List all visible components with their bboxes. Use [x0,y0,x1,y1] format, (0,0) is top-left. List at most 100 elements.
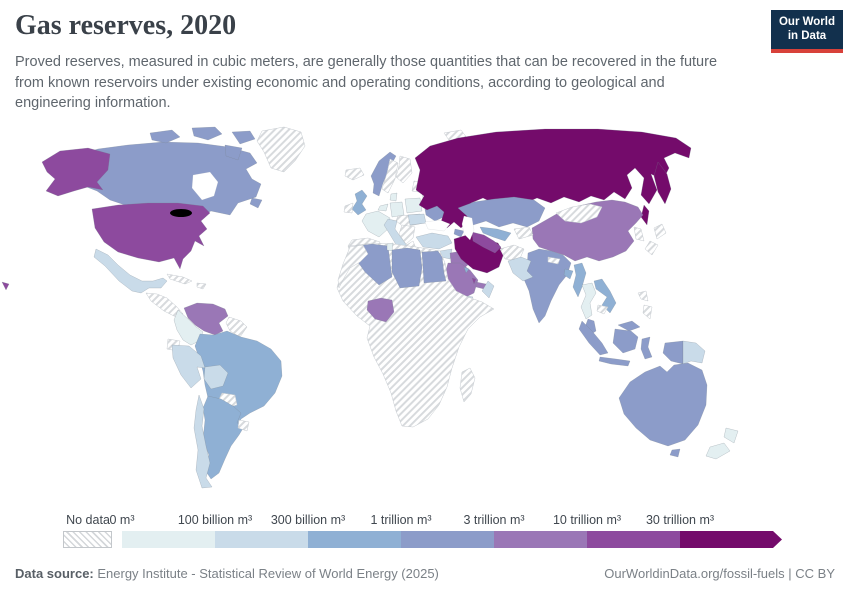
country-qatar[interactable] [471,277,477,285]
country-romania[interactable] [407,213,427,226]
country-indonesia-kalimantan[interactable] [612,328,639,354]
country-argentina[interactable] [202,395,246,480]
country-oman[interactable] [481,280,495,299]
legend-no-data-swatch[interactable] [63,531,112,548]
region-korea[interactable] [633,226,645,242]
country-indonesia-sulawesi[interactable] [640,336,653,360]
legend-bucket-swatch[interactable] [122,531,215,548]
region-central-america[interactable] [145,292,184,318]
country-finland[interactable] [395,155,413,184]
country-mongolia[interactable] [555,203,603,224]
country-papua-new-guinea[interactable] [682,340,706,365]
legend-bucket-swatch[interactable] [494,531,587,548]
country-poland[interactable] [404,197,423,214]
country-thailand[interactable] [580,282,597,320]
country-baffin-island[interactable] [224,144,243,161]
country-turkey[interactable] [415,232,453,250]
region-kamchatka[interactable] [653,161,672,205]
region-sakhalin[interactable] [640,204,650,226]
country-united-kingdom[interactable] [351,189,368,216]
country-japan[interactable] [653,223,667,240]
country-canada-arctic-island[interactable] [149,129,181,144]
data-source: Data source: Energy Institute - Statisti… [15,566,439,581]
country-bangladesh[interactable] [563,268,574,280]
legend-bucket-swatch[interactable] [680,531,782,548]
country-azerbaijan[interactable] [453,228,465,238]
country-usa[interactable] [91,202,211,270]
legend-tick-label: 0 m³ [109,513,135,527]
country-greenland[interactable] [256,126,306,173]
legend-tick-label: 3 trillion m³ [463,513,525,527]
country-mexico[interactable] [93,248,168,294]
country-vietnam[interactable] [593,278,617,314]
data-source-label: Data source: [15,566,94,581]
country-hispaniola[interactable] [196,282,207,290]
country-australia-tasmania[interactable] [669,448,681,458]
country-myanmar[interactable] [572,262,587,298]
great-lakes [170,209,192,217]
country-kuwait[interactable] [463,266,470,274]
country-afghanistan[interactable] [499,244,525,262]
country-germany[interactable] [389,201,405,218]
country-ireland[interactable] [343,202,354,214]
region-kyrgyzstan-tajikistan[interactable] [513,226,534,240]
owid-logo[interactable]: Our World in Data [771,10,843,53]
country-canada-arctic-island[interactable] [191,126,223,141]
country-newfoundland[interactable] [249,197,263,209]
legend-tick-label: 300 billion m³ [270,513,346,527]
legend-bucket-swatch[interactable] [587,531,680,548]
country-iceland[interactable] [344,167,365,181]
country-usa-hawaii[interactable] [1,281,10,291]
country-philippines[interactable] [642,304,653,320]
country-usa-alaska[interactable] [41,147,111,197]
country-canada-arctic-island[interactable] [231,130,256,145]
country-indonesia-sumatra[interactable] [578,320,609,356]
country-madagascar[interactable] [459,367,476,403]
country-new-zealand[interactable] [705,442,731,460]
country-indonesia-java[interactable] [598,356,631,367]
country-morocco[interactable] [337,244,369,289]
owid-logo-line1: Our World [778,16,835,28]
country-libya[interactable] [391,247,423,289]
chart-footer: Data source: Energy Institute - Statisti… [15,566,835,581]
country-indonesia-papua[interactable] [662,340,684,365]
country-cambodia[interactable] [596,304,609,315]
country-india[interactable] [522,248,572,324]
country-japan[interactable] [644,240,659,256]
country-sweden[interactable] [381,158,399,194]
country-cuba[interactable] [166,273,193,285]
country-peru[interactable] [171,344,206,389]
country-uruguay[interactable] [237,419,250,432]
country-nepal[interactable] [547,256,561,265]
country-turkmenistan[interactable] [471,231,502,254]
data-source-text: Energy Institute - Statistical Review of… [93,566,439,581]
world-map [0,118,850,510]
country-colombia[interactable] [173,309,204,346]
country-malaysia-borneo[interactable] [617,320,641,332]
legend-tick-label: 30 trillion m³ [645,513,715,527]
country-pakistan[interactable] [507,256,534,282]
country-chile[interactable] [193,394,213,489]
country-kazakhstan[interactable] [457,196,546,228]
country-russia[interactable] [414,128,692,229]
country-egypt[interactable] [421,250,447,284]
owid-url-link[interactable]: OurWorldinData.org/fossil-fuels [604,566,785,581]
country-uzbekistan[interactable] [479,226,512,242]
country-philippines[interactable] [637,290,649,302]
region-africa-no-data[interactable] [336,242,495,428]
legend-bucket-swatch[interactable] [401,531,494,548]
legend-bucket-swatch[interactable] [215,531,308,548]
country-brazil[interactable] [194,330,283,429]
country-australia[interactable] [618,362,708,447]
world-map-svg [1,126,739,489]
country-bolivia[interactable] [203,364,229,390]
country-venezuela[interactable] [183,302,229,336]
country-denmark[interactable] [389,192,398,202]
country-france[interactable] [361,210,391,238]
country-new-zealand[interactable] [723,427,739,444]
region-balkans[interactable] [398,224,416,245]
legend-bucket-swatch[interactable] [308,531,401,548]
map-legend: No data 0 m³ 100 billion m³ 300 billion m³… [0,513,850,555]
country-nigeria[interactable] [366,297,395,323]
region-benelux[interactable] [377,203,389,212]
